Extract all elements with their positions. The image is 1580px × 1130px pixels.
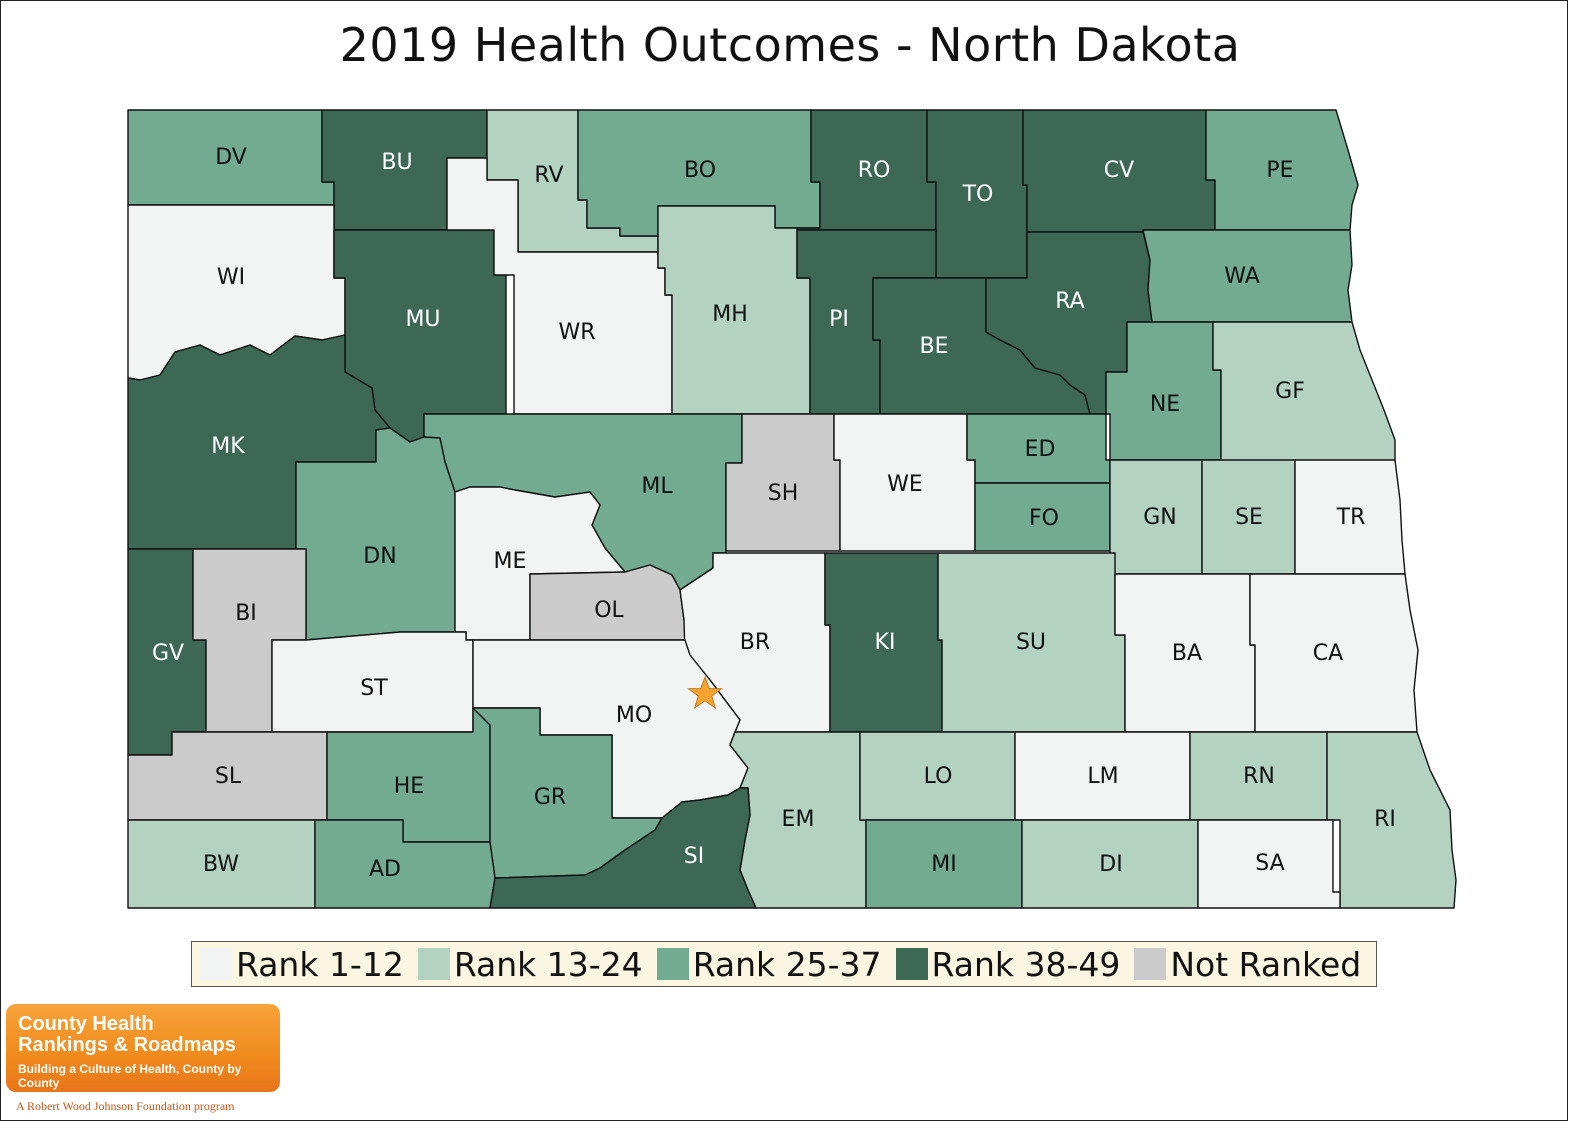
county-label-em: EM [782, 807, 815, 832]
county-si [489, 787, 757, 909]
county-label-ol: OL [594, 598, 624, 623]
county-label-si: SI [684, 844, 704, 869]
county-label-ml: ML [641, 474, 673, 499]
county-label-ri: RI [1374, 807, 1396, 832]
county-label-we: WE [887, 472, 923, 497]
logo-footer: A Robert Wood Johnson Foundation program [16, 1099, 235, 1113]
county-label-mi: MI [931, 852, 956, 877]
county-label-bw: BW [203, 852, 239, 877]
county-label-sh: SH [768, 481, 799, 506]
county-label-ca: CA [1313, 641, 1343, 666]
logo-title-line1: County Health [18, 1013, 154, 1035]
county-label-sa: SA [1255, 851, 1284, 876]
county-label-st: ST [360, 676, 388, 701]
county-label-gf: GF [1275, 379, 1305, 404]
county-label-to: TO [962, 182, 994, 207]
map-title: 2019 Health Outcomes - North Dakota [339, 18, 1241, 72]
county-label-lm: LM [1087, 764, 1118, 789]
county-label-gv: GV [152, 641, 184, 666]
county-label-ne: NE [1150, 392, 1180, 417]
county-label-ro: RO [858, 158, 891, 183]
county-label-pi: PI [829, 307, 849, 332]
county-label-pe: PE [1266, 158, 1293, 183]
county-gf [1212, 321, 1396, 463]
county-ri [1326, 731, 1457, 909]
logo-title-line2: Rankings & Roadmaps [18, 1034, 236, 1056]
logo: County Health Rankings & Roadmaps Buildi… [6, 1004, 280, 1092]
county-label-gr: GR [534, 785, 566, 810]
legend-item-rank-38-49: Rank 38-49 [895, 944, 1121, 984]
legend-item-rank-25-37: Rank 25-37 [656, 944, 882, 984]
county-label-me: ME [494, 549, 527, 574]
legend-swatch [895, 948, 928, 980]
county-label-be: BE [920, 334, 949, 359]
legend-label: Rank 25-37 [692, 944, 882, 984]
county-label-ed: ED [1025, 437, 1056, 462]
county-label-mu: MU [405, 307, 440, 332]
county-label-bo: BO [684, 158, 716, 183]
legend-label: Rank 38-49 [931, 944, 1121, 984]
county-label-ra: RA [1055, 289, 1084, 314]
legend-label: Rank 13-24 [453, 944, 643, 984]
legend-label: Rank 1-12 [236, 944, 404, 984]
county-ad [314, 819, 496, 909]
county-label-mk: MK [211, 434, 245, 459]
legend-swatch [1134, 948, 1167, 980]
star-icon [687, 675, 723, 709]
county-label-ba: BA [1172, 641, 1202, 666]
county-label-fo: FO [1029, 506, 1059, 531]
county-label-ki: KI [875, 630, 896, 655]
county-label-di: DI [1099, 852, 1122, 877]
county-label-br: BR [740, 630, 770, 655]
county-label-cv: CV [1104, 158, 1134, 183]
county-label-mo: MO [616, 703, 652, 728]
county-label-ad: AD [369, 857, 401, 882]
legend-item-rank-1-12: Rank 1-12 [200, 945, 404, 984]
county-label-lo: LO [924, 764, 953, 789]
county-label-dv: DV [215, 145, 247, 170]
county-pe [1205, 109, 1359, 231]
legend: Rank 1-12 Rank 13-24 Rank 25-37 Rank 38-49 N… [191, 941, 1377, 987]
county-label-mh: MH [712, 302, 748, 327]
legend-swatch [656, 948, 689, 980]
county-label-dn: DN [363, 544, 396, 569]
legend-item-rank-13-24: Rank 13-24 [417, 944, 643, 984]
county-sa [1197, 819, 1341, 909]
county-label-bu: BU [381, 150, 412, 175]
county-label-se: SE [1235, 505, 1263, 530]
county-label-sl: SL [215, 764, 242, 789]
county-label-rv: RV [534, 163, 563, 188]
county-label-gn: GN [1143, 505, 1177, 530]
county-label-wi: WI [217, 265, 245, 290]
legend-swatch [200, 948, 232, 980]
county-ca [1249, 573, 1419, 733]
county-label-su: SU [1016, 630, 1046, 655]
legend-label: Not Ranked [1170, 944, 1362, 984]
county-label-he: HE [394, 774, 424, 799]
county-label-wa: WA [1224, 264, 1260, 289]
county-label-bi: BI [235, 601, 257, 626]
legend-swatch [417, 948, 450, 980]
logo-tagline: Building a Culture of Health, County by … [18, 1062, 242, 1090]
county-label-wr: WR [558, 320, 595, 345]
county-label-rn: RN [1243, 764, 1275, 789]
legend-item-not-ranked: Not Ranked [1134, 945, 1361, 984]
county-label-tr: TR [1336, 505, 1366, 530]
